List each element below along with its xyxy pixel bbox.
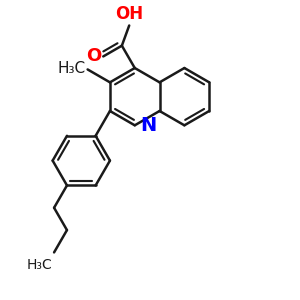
- Text: OH: OH: [115, 5, 143, 23]
- Text: H₃C: H₃C: [57, 61, 85, 76]
- Text: H₃C: H₃C: [27, 258, 52, 272]
- Text: O: O: [86, 47, 101, 65]
- Text: N: N: [140, 116, 156, 135]
